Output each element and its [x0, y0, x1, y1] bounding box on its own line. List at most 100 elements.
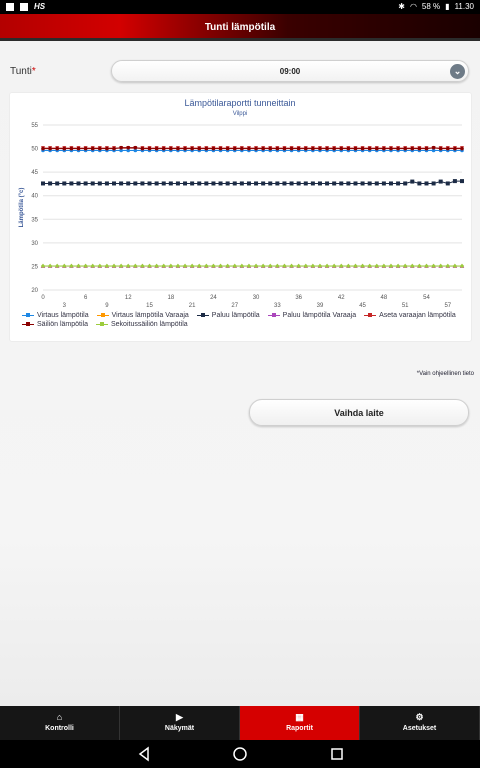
data-point [452, 263, 458, 269]
data-point [382, 146, 386, 151]
legend-item[interactable]: Säiliön lämpötila [22, 321, 88, 328]
home-icon: ⌂ [56, 712, 63, 722]
x-tick-label: 51 [402, 303, 409, 309]
legend-item[interactable]: Aseta varaajan lämpötila [364, 312, 456, 319]
data-point [403, 181, 408, 186]
data-point [104, 263, 110, 269]
data-point [48, 146, 52, 151]
chart: Lämpötilaraportti tunneittain Vilppi 20 25 3… [19, 98, 465, 309]
legend-marker [95, 321, 108, 328]
data-point [296, 181, 301, 186]
data-point [253, 263, 259, 269]
data-point [55, 181, 60, 186]
data-point [232, 181, 237, 186]
data-point [388, 263, 394, 269]
tab-raportit[interactable]: ▦ Raportit [240, 706, 360, 740]
tab-asetukset[interactable]: ⚙ Asetukset [360, 706, 480, 740]
data-point [105, 146, 109, 151]
data-point [161, 181, 166, 186]
legend-item[interactable]: Sekoitussäiliön lämpötila [95, 321, 188, 328]
data-point [232, 146, 237, 151]
data-point [282, 146, 287, 151]
data-point [332, 146, 336, 151]
x-tick-label: 6 [84, 295, 88, 301]
data-point [247, 146, 251, 151]
data-point [389, 146, 393, 151]
data-point [211, 181, 216, 186]
data-point [218, 263, 223, 269]
data-point [90, 263, 95, 269]
legend-marker [22, 312, 34, 319]
data-point [204, 263, 209, 269]
data-point [438, 179, 443, 184]
legend-label: Paluu lämpötila Varaaja [282, 312, 357, 319]
data-point [183, 181, 188, 186]
vaihda-laite-button[interactable]: Vaihda laite [249, 399, 469, 426]
data-point [353, 263, 358, 269]
legend-item[interactable]: Virtaus lämpötila [22, 312, 89, 319]
data-point [460, 146, 464, 151]
x-tick-label: 12 [125, 295, 132, 301]
data-point [254, 146, 258, 151]
data-point [168, 263, 174, 269]
chevron-down-icon[interactable]: ⌄ [450, 64, 465, 79]
data-point [346, 146, 351, 151]
legend-item[interactable]: Paluu lämpötila [196, 312, 260, 319]
x-tick-label: 36 [295, 295, 302, 301]
data-point [225, 181, 230, 186]
recent-apps-icon[interactable] [329, 746, 345, 762]
data-point [40, 263, 46, 269]
x-tick-label: 33 [274, 303, 281, 309]
status-left-text: HS [34, 2, 46, 11]
data-point [218, 146, 223, 151]
grid-icon: ▦ [295, 712, 304, 722]
data-point [339, 181, 344, 186]
data-point [154, 181, 159, 186]
data-point [140, 263, 145, 269]
data-point [69, 146, 74, 151]
data-point [126, 148, 131, 153]
data-point [83, 263, 88, 269]
data-point [204, 146, 209, 151]
data-point [118, 263, 124, 269]
data-point [76, 146, 81, 151]
data-point [218, 181, 223, 186]
data-point [254, 181, 259, 186]
x-tick-label: 42 [338, 295, 345, 301]
tunti-select[interactable]: 09:00 ⌄ [111, 60, 469, 82]
data-point [339, 263, 344, 269]
x-tick-label: 45 [359, 303, 366, 309]
chart-card: Lämpötilaraportti tunneittain Vilppi 20 25 3… [9, 92, 472, 342]
legend-marker [196, 312, 209, 319]
data-point [353, 146, 358, 151]
data-point [453, 146, 457, 151]
data-point [225, 146, 230, 151]
tab-nakymat[interactable]: ▶ Näkymät [120, 706, 240, 740]
data-point [332, 181, 337, 186]
data-point [261, 146, 265, 151]
tab-label: Asetukset [402, 725, 437, 732]
data-point [204, 181, 209, 186]
data-point [431, 263, 436, 269]
back-icon[interactable] [136, 746, 152, 762]
data-point [310, 263, 316, 269]
data-point [69, 181, 74, 186]
data-point [246, 263, 252, 269]
gear-icon: ⚙ [415, 712, 424, 722]
data-point [197, 181, 202, 186]
data-point [410, 179, 415, 184]
legend-marker [364, 312, 377, 319]
data-point [360, 263, 365, 269]
legend-item[interactable]: Paluu lämpötila Varaaja [267, 312, 357, 319]
legend-item[interactable]: Virtaus lämpötila Varaaja [96, 312, 189, 319]
data-point [161, 263, 166, 269]
data-point [459, 263, 465, 269]
data-point [97, 181, 102, 186]
tab-kontrolli[interactable]: ⌂ Kontrolli [0, 706, 120, 740]
legend-label: Virtaus lämpötila [37, 312, 89, 319]
tunti-label-text: Tunti [10, 66, 32, 77]
x-tick-label: 15 [146, 303, 153, 309]
data-point [41, 146, 45, 151]
y-tick-label: 40 [31, 194, 38, 200]
home-nav-icon[interactable] [232, 746, 248, 762]
